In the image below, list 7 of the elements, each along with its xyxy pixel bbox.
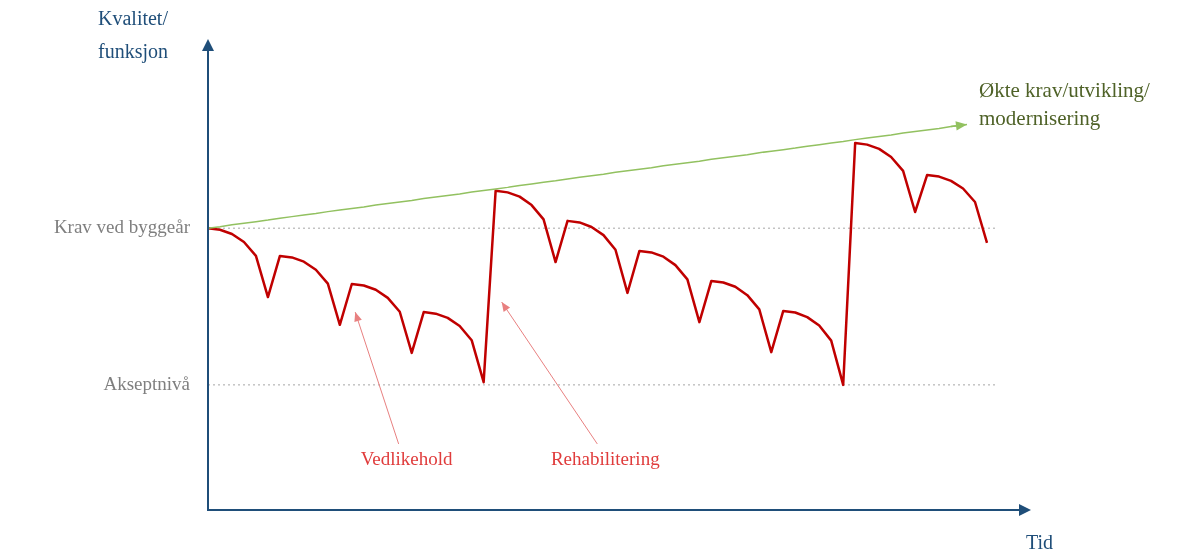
annotation: Vedlikehold [360, 447, 454, 469]
x-axis-title: Tid [1025, 531, 1053, 554]
y-axis-title: Kvalitet/funksjon [98, 7, 169, 64]
series-label: Økte krav/utvikling/modernisering [979, 78, 1151, 131]
annotation: Rehabilitering [550, 447, 661, 469]
ref-line-label: Krav ved byggeår [53, 216, 191, 238]
ref-line-label: Akseptnivå [103, 372, 191, 394]
